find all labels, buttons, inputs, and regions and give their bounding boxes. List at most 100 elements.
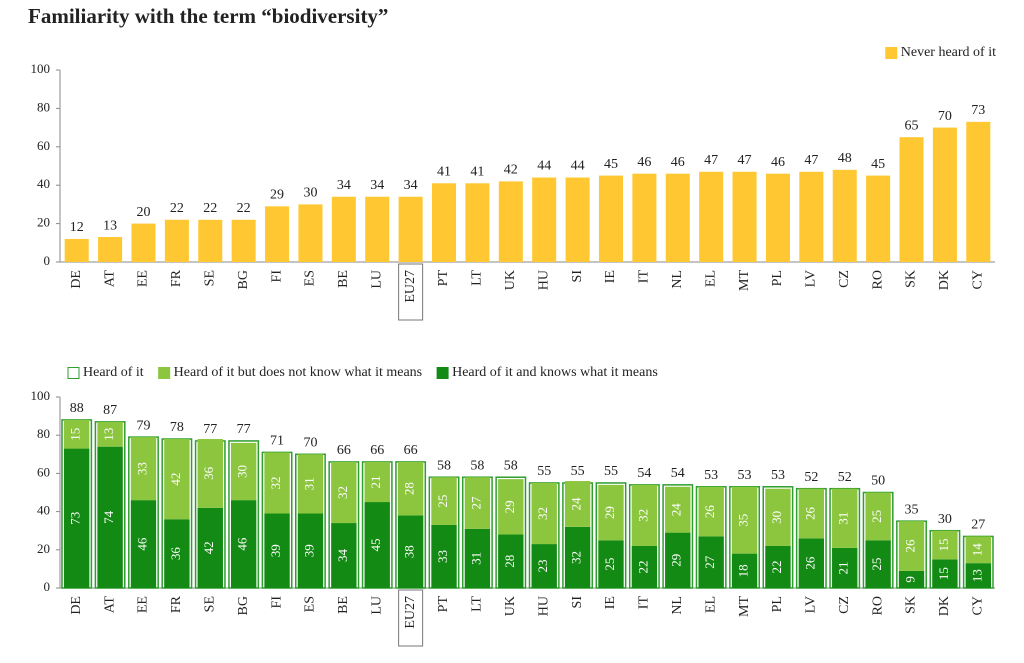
segment-label: 36 — [168, 547, 183, 561]
value-label: 41 — [437, 164, 451, 179]
bar — [498, 181, 523, 262]
bar — [265, 206, 290, 262]
value-label: 73 — [971, 103, 985, 118]
segment-label: 15 — [68, 428, 83, 441]
y-tick-label: 20 — [37, 541, 50, 556]
bar — [765, 173, 790, 262]
x-tick-label: MT — [737, 596, 752, 617]
value-label: 53 — [738, 468, 752, 483]
bar-segment — [832, 488, 858, 548]
x-tick-label: FR — [169, 269, 184, 287]
segment-label: 32 — [569, 551, 584, 564]
bar-segment — [64, 448, 90, 588]
bar-segment — [665, 486, 691, 533]
bar — [398, 196, 423, 262]
bar — [231, 219, 256, 262]
value-label: 70 — [303, 436, 317, 451]
bar-segment — [898, 570, 925, 588]
segment-label: 32 — [535, 507, 550, 520]
x-tick-label: LT — [470, 596, 485, 612]
segment-label: 23 — [535, 560, 550, 573]
segment-label: 22 — [635, 560, 650, 573]
segment-label: 15 — [936, 539, 951, 552]
bar-segment — [631, 545, 658, 588]
bar-segment — [798, 488, 825, 539]
value-label: 22 — [203, 201, 217, 216]
segment-label: 32 — [335, 486, 350, 499]
segment-label: 29 — [502, 500, 517, 513]
bar-segment — [665, 532, 691, 588]
x-tick-label: UK — [503, 596, 518, 616]
bar-segment — [932, 559, 958, 588]
x-tick-label: ES — [303, 270, 318, 286]
value-label: 53 — [771, 468, 785, 483]
segment-label: 31 — [836, 512, 851, 525]
bar-segment — [230, 442, 257, 501]
bar-segment — [698, 486, 724, 537]
bar — [665, 173, 690, 262]
bar-segment — [898, 521, 925, 571]
bar — [598, 175, 624, 262]
bar-segment — [698, 536, 724, 588]
bar-segment — [765, 545, 791, 588]
value-label: 22 — [237, 201, 251, 216]
segment-label: 26 — [702, 505, 717, 518]
segment-label: 36 — [201, 466, 216, 480]
segment-label: 26 — [802, 507, 817, 521]
x-tick-label: PT — [436, 270, 451, 287]
segment-label: 9 — [903, 576, 918, 583]
bar-segment — [631, 484, 658, 546]
segment-label: 21 — [368, 475, 383, 488]
bar-segment — [364, 502, 390, 588]
bar-segment — [64, 419, 90, 449]
x-tick-label: EL — [703, 270, 718, 287]
legend-swatch — [885, 47, 898, 59]
x-tick-label: UK — [503, 270, 518, 290]
bar — [799, 171, 824, 262]
value-label: 58 — [504, 458, 518, 473]
value-label: 58 — [437, 458, 451, 473]
y-tick-label: 40 — [37, 503, 50, 518]
segment-label: 24 — [569, 497, 584, 511]
value-label: 66 — [370, 443, 384, 458]
bar-segment — [865, 492, 891, 541]
bar — [966, 121, 991, 262]
bar-segment — [865, 540, 891, 588]
segment-label: 14 — [969, 543, 984, 557]
x-tick-label: LT — [470, 270, 485, 286]
bar-segment — [397, 515, 424, 588]
value-label: 45 — [871, 157, 885, 172]
value-label: 22 — [170, 201, 184, 216]
segment-label: 30 — [235, 465, 250, 478]
value-label: 46 — [771, 155, 785, 170]
x-tick-label: CY — [971, 596, 986, 615]
x-tick-label: RO — [870, 270, 885, 289]
x-tick-label: LU — [369, 270, 384, 289]
bar-segment — [564, 481, 591, 527]
segment-label: 27 — [468, 496, 483, 510]
x-tick-label: PL — [770, 596, 785, 612]
x-tick-label: EU27 — [403, 596, 418, 629]
bar — [832, 169, 857, 262]
value-label: 12 — [70, 220, 84, 235]
value-label: 48 — [838, 151, 852, 166]
value-label: 54 — [671, 466, 685, 481]
x-tick-label: HU — [536, 270, 551, 290]
value-label: 30 — [303, 186, 317, 201]
bar-segment — [531, 544, 557, 588]
x-tick-label: DE — [69, 270, 84, 289]
bar-segment — [731, 486, 758, 554]
chart-title: Familiarity with the term “biodiversity” — [28, 4, 388, 28]
value-label: 13 — [103, 218, 117, 233]
legend-swatch — [67, 367, 80, 379]
bar-segment — [297, 513, 324, 588]
value-label: 50 — [871, 474, 885, 489]
segment-label: 26 — [903, 539, 918, 553]
x-tick-label: SI — [570, 270, 585, 283]
value-label: 71 — [270, 434, 284, 449]
segment-label: 33 — [435, 550, 450, 563]
legend-label: Heard of it — [83, 365, 144, 380]
bar-segment — [197, 507, 223, 588]
bar-segment — [297, 454, 324, 514]
value-label: 34 — [404, 178, 418, 193]
